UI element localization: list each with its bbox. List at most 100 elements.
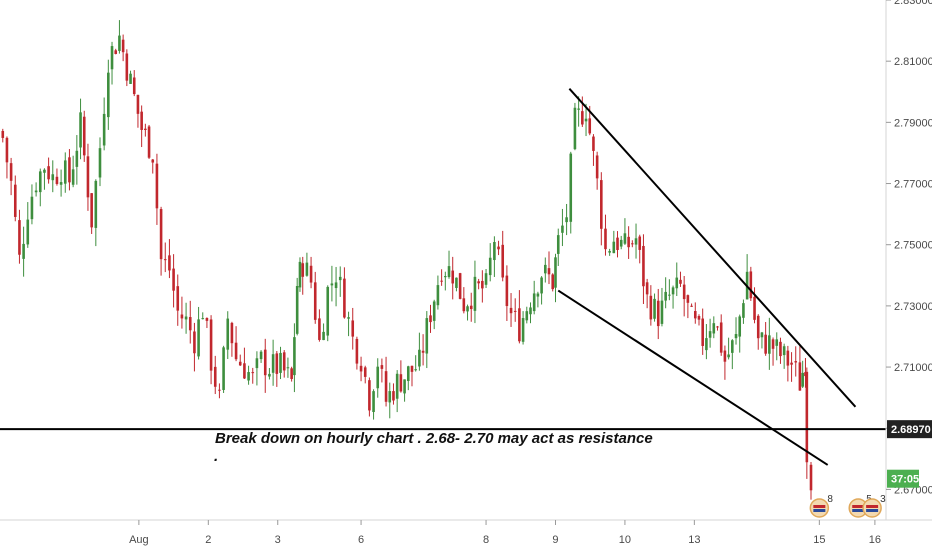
candle-body <box>631 243 634 245</box>
x-tick-label: 3 <box>275 534 281 546</box>
candle-body <box>756 315 760 339</box>
candle-body <box>5 137 9 163</box>
candle-body <box>279 352 282 373</box>
candle-body <box>121 39 125 53</box>
candle-body <box>376 366 380 389</box>
candle-body <box>197 319 200 357</box>
candle-body <box>701 318 704 346</box>
price-tag-level-bg <box>887 420 932 439</box>
trendline-upper[interactable] <box>568 88 857 408</box>
candle-body <box>779 341 782 357</box>
candle-body <box>94 180 98 228</box>
candle-body <box>501 244 505 278</box>
candle-body <box>727 354 730 358</box>
candle-body <box>532 293 536 312</box>
candle-body <box>338 276 342 281</box>
candle-body <box>295 286 299 334</box>
candle-body <box>604 228 607 250</box>
candle-body <box>556 235 560 254</box>
candle-body <box>107 72 110 118</box>
candle-body <box>693 311 697 319</box>
y-tick-label: 2.75000 <box>894 240 932 252</box>
flag-stripe <box>813 505 826 508</box>
candle-body <box>226 318 230 350</box>
candle-body <box>243 363 246 379</box>
candle-body <box>188 317 192 331</box>
candle-body <box>406 366 410 382</box>
candle-body <box>140 111 143 130</box>
flag-stripe <box>813 509 826 512</box>
candle-body <box>734 334 738 339</box>
candle-body <box>481 280 484 289</box>
candle-body <box>399 374 403 392</box>
candle-body <box>592 136 595 151</box>
candle-body <box>432 301 436 321</box>
candle-body <box>363 367 367 377</box>
candle-body <box>749 271 753 299</box>
candle-body <box>708 331 712 338</box>
candle-body <box>82 116 86 156</box>
candle-body <box>712 323 716 334</box>
candle-body <box>68 157 71 183</box>
trendline-lower[interactable] <box>557 289 829 466</box>
candle-body <box>326 286 330 336</box>
candle-body <box>22 243 25 259</box>
candle-body <box>544 264 547 274</box>
event-badge[interactable]: 8 <box>809 494 833 518</box>
candle-body <box>144 128 147 130</box>
price-tag-level: 2.68970 <box>887 420 932 439</box>
flag-stripe <box>852 505 865 508</box>
candle-body <box>86 156 90 198</box>
candle-body <box>719 322 723 353</box>
candle-body <box>301 263 305 277</box>
candle-body <box>51 174 55 181</box>
candle-body <box>649 295 653 320</box>
candle-body <box>176 286 180 311</box>
candle-body <box>809 464 813 491</box>
candle-body <box>271 354 275 373</box>
candle-body <box>380 365 384 369</box>
candle-body <box>738 316 742 337</box>
candle-body <box>384 371 388 402</box>
candle-body <box>282 352 286 371</box>
candle-body <box>213 366 217 387</box>
candle-body <box>619 239 623 247</box>
candle-body <box>180 314 184 319</box>
candle-body <box>536 293 540 297</box>
candle-body <box>804 372 807 377</box>
candle-body <box>343 278 346 318</box>
candle-body <box>595 155 599 179</box>
candle-body <box>75 150 79 167</box>
candle-body <box>201 318 205 320</box>
candle-body <box>509 307 513 314</box>
candle-body <box>155 163 159 209</box>
candle-body <box>403 379 406 394</box>
candle-body <box>682 284 686 300</box>
y-tick-label: 2.83000 <box>894 0 932 7</box>
candle-body <box>525 311 529 321</box>
candle-body <box>322 331 325 341</box>
candle-body <box>168 255 171 271</box>
candle-body <box>1 130 5 138</box>
candle-body <box>90 193 93 228</box>
candle-body <box>209 319 213 371</box>
event-badge[interactable]: 3 <box>862 494 886 518</box>
candle-body <box>305 262 309 276</box>
candle-body <box>565 217 568 223</box>
trendlines <box>557 88 857 466</box>
candle-body <box>653 298 656 319</box>
candle-body <box>418 349 421 367</box>
candle-body <box>392 391 395 401</box>
candle-body <box>351 320 355 337</box>
candle-body <box>671 287 675 295</box>
candle-body <box>159 209 163 260</box>
candle-body <box>513 310 517 312</box>
candle-body <box>313 282 317 320</box>
candle-body <box>775 339 779 346</box>
candle-body <box>488 257 492 276</box>
candle-body <box>63 160 67 184</box>
candle-body <box>9 163 13 181</box>
candle-body <box>805 371 809 463</box>
event-badges[interactable]: 853 <box>809 494 886 518</box>
candle-body <box>13 184 17 217</box>
